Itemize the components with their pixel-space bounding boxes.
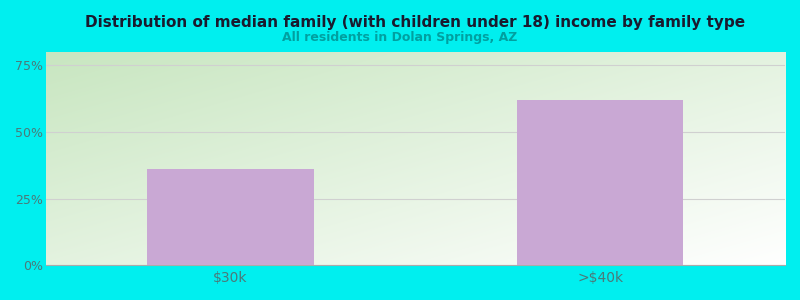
Bar	[517, 100, 683, 266]
Bar	[147, 169, 314, 266]
Title: Distribution of median family (with children under 18) income by family type: Distribution of median family (with chil…	[86, 15, 746, 30]
Text: All residents in Dolan Springs, AZ: All residents in Dolan Springs, AZ	[282, 32, 518, 44]
